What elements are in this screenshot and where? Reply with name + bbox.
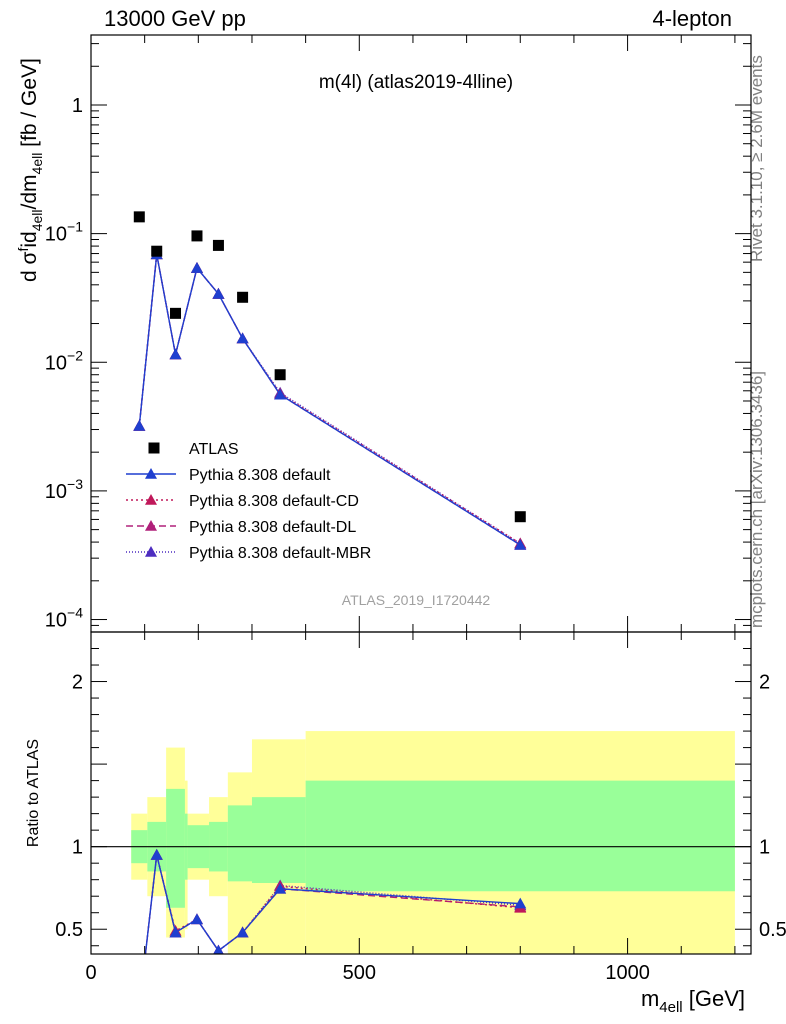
ratio-y-tick-label-right: 1: [759, 837, 770, 859]
legend-marker-triangle: [145, 494, 157, 505]
ratio-plot-panel: 0.5 0.5 1 1 2 2 0 500 1000 Ratio to ATLAS m4ell …: [25, 631, 786, 1016]
legend-label: Pythia 8.308 default-DL: [189, 519, 356, 536]
main-plot-panel: 10−4 10−3 10−2 10−1 1 m(4l) (atlas2019-4llin…: [15, 34, 752, 633]
ratio-tick-labels: 0.5 0.5 1 1 2 2 0 500 1000: [55, 672, 786, 984]
x-axis-label: m4ell [GeV]: [641, 986, 745, 1016]
ratio-y-tick-label-right: 2: [759, 672, 770, 694]
ratio-y-tick-label: 2: [72, 672, 83, 694]
main-y-tick-label: 10−3: [45, 476, 83, 503]
ratio-series-point: [213, 944, 224, 954]
legend-marker-square: [148, 442, 160, 454]
ratio-series-line: [144, 854, 521, 954]
main-y-tick-label: 1: [72, 95, 83, 117]
ratio-band-inner: [251, 797, 306, 883]
atlas-data-point: [514, 511, 526, 523]
legend-label: Pythia 8.308 default-CD: [189, 493, 359, 510]
main-plot-watermark: ATLAS_2019_I1720442: [342, 592, 491, 608]
legend-entry: Pythia 8.308 default-CD: [126, 493, 359, 510]
main-series-point: [190, 262, 203, 273]
ratio-series-point: [150, 848, 163, 860]
atlas-data-point: [274, 369, 286, 381]
ratio-plot-series: [144, 848, 527, 954]
ratio-y-tick-label: 1: [72, 837, 83, 859]
main-series-point: [133, 419, 146, 431]
main-plot-ticks: [90, 35, 751, 633]
atlas-data-point: [212, 239, 224, 251]
legend-label: Pythia 8.308 default: [189, 467, 331, 484]
legend-marker-triangle: [145, 468, 157, 479]
ratio-y-tick-label-right: 0.5: [759, 919, 786, 941]
main-series-point: [169, 348, 182, 360]
ratio-series-point: [190, 913, 203, 925]
atlas-data-point: [170, 307, 182, 319]
legend-entry: Pythia 8.308 default-DL: [126, 519, 356, 536]
legend-label: Pythia 8.308 default-MBR: [189, 545, 371, 562]
main-series-point: [274, 388, 287, 400]
atlas-data-point: [151, 245, 163, 257]
legend-label: ATLAS: [189, 441, 239, 458]
main-series-point: [514, 538, 527, 550]
ratio-uncertainty-bands: [91, 731, 751, 954]
main-y-tick-labels: 10−4 10−3 10−2 10−1 1: [45, 95, 83, 632]
atlas-data-point: [191, 230, 203, 242]
ratio-series-point: [514, 897, 527, 909]
ratio-y-axis-label: Ratio to ATLAS: [25, 739, 42, 847]
main-plot-series: [133, 211, 527, 550]
main-y-tick-label: 10−2: [45, 347, 83, 374]
main-plot-frame: [90, 34, 752, 633]
main-y-axis-label: d σfid4ell/dm4ell [fb / GeV]: [15, 58, 45, 282]
ratio-series-group: [144, 848, 527, 954]
x-tick-label: 500: [343, 962, 376, 984]
ratio-band-inner: [227, 805, 252, 882]
mcplots-label: mcplots.cern.ch [arXiv:1306.3436]: [747, 371, 766, 628]
legend-marker-triangle: [145, 546, 157, 557]
ratio-series-point: [169, 926, 182, 938]
legend: ATLAS Pythia 8.308 default Pythia 8.308 de…: [126, 441, 371, 562]
x-tick-label: 0: [85, 962, 96, 984]
legend-entry: Pythia 8.308 default-MBR: [126, 545, 371, 562]
x-tick-label: 1000: [605, 962, 650, 984]
ratio-plot-frame: [90, 631, 752, 955]
main-series-point: [212, 287, 225, 299]
main-series-point: [236, 332, 249, 344]
ratio-series-point: [274, 882, 287, 894]
atlas-data-point: [237, 291, 249, 303]
ratio-y-tick-label: 0.5: [55, 919, 83, 941]
ratio-series-point: [236, 926, 249, 938]
ratio-plot-ticks: [90, 632, 751, 954]
legend-entry: Pythia 8.308 default: [126, 467, 331, 484]
header-energy-label: 13000 GeV pp: [104, 6, 246, 31]
main-plot-title: m(4l) (atlas2019-4lline): [319, 72, 513, 93]
ratio-band-inner: [166, 788, 185, 908]
legend-entry: ATLAS: [148, 441, 239, 458]
legend-marker-triangle: [145, 520, 157, 531]
ratio-band-inner: [305, 780, 735, 892]
header-process-label: 4-lepton: [652, 6, 732, 31]
main-series-line: [138, 254, 521, 546]
rivet-version-label: Rivet 3.1.10, ≥ 2.6M events: [747, 55, 766, 262]
main-y-tick-label: 10−4: [45, 605, 83, 632]
atlas-data-point: [133, 211, 145, 223]
main-y-tick-label: 10−1: [45, 219, 83, 246]
